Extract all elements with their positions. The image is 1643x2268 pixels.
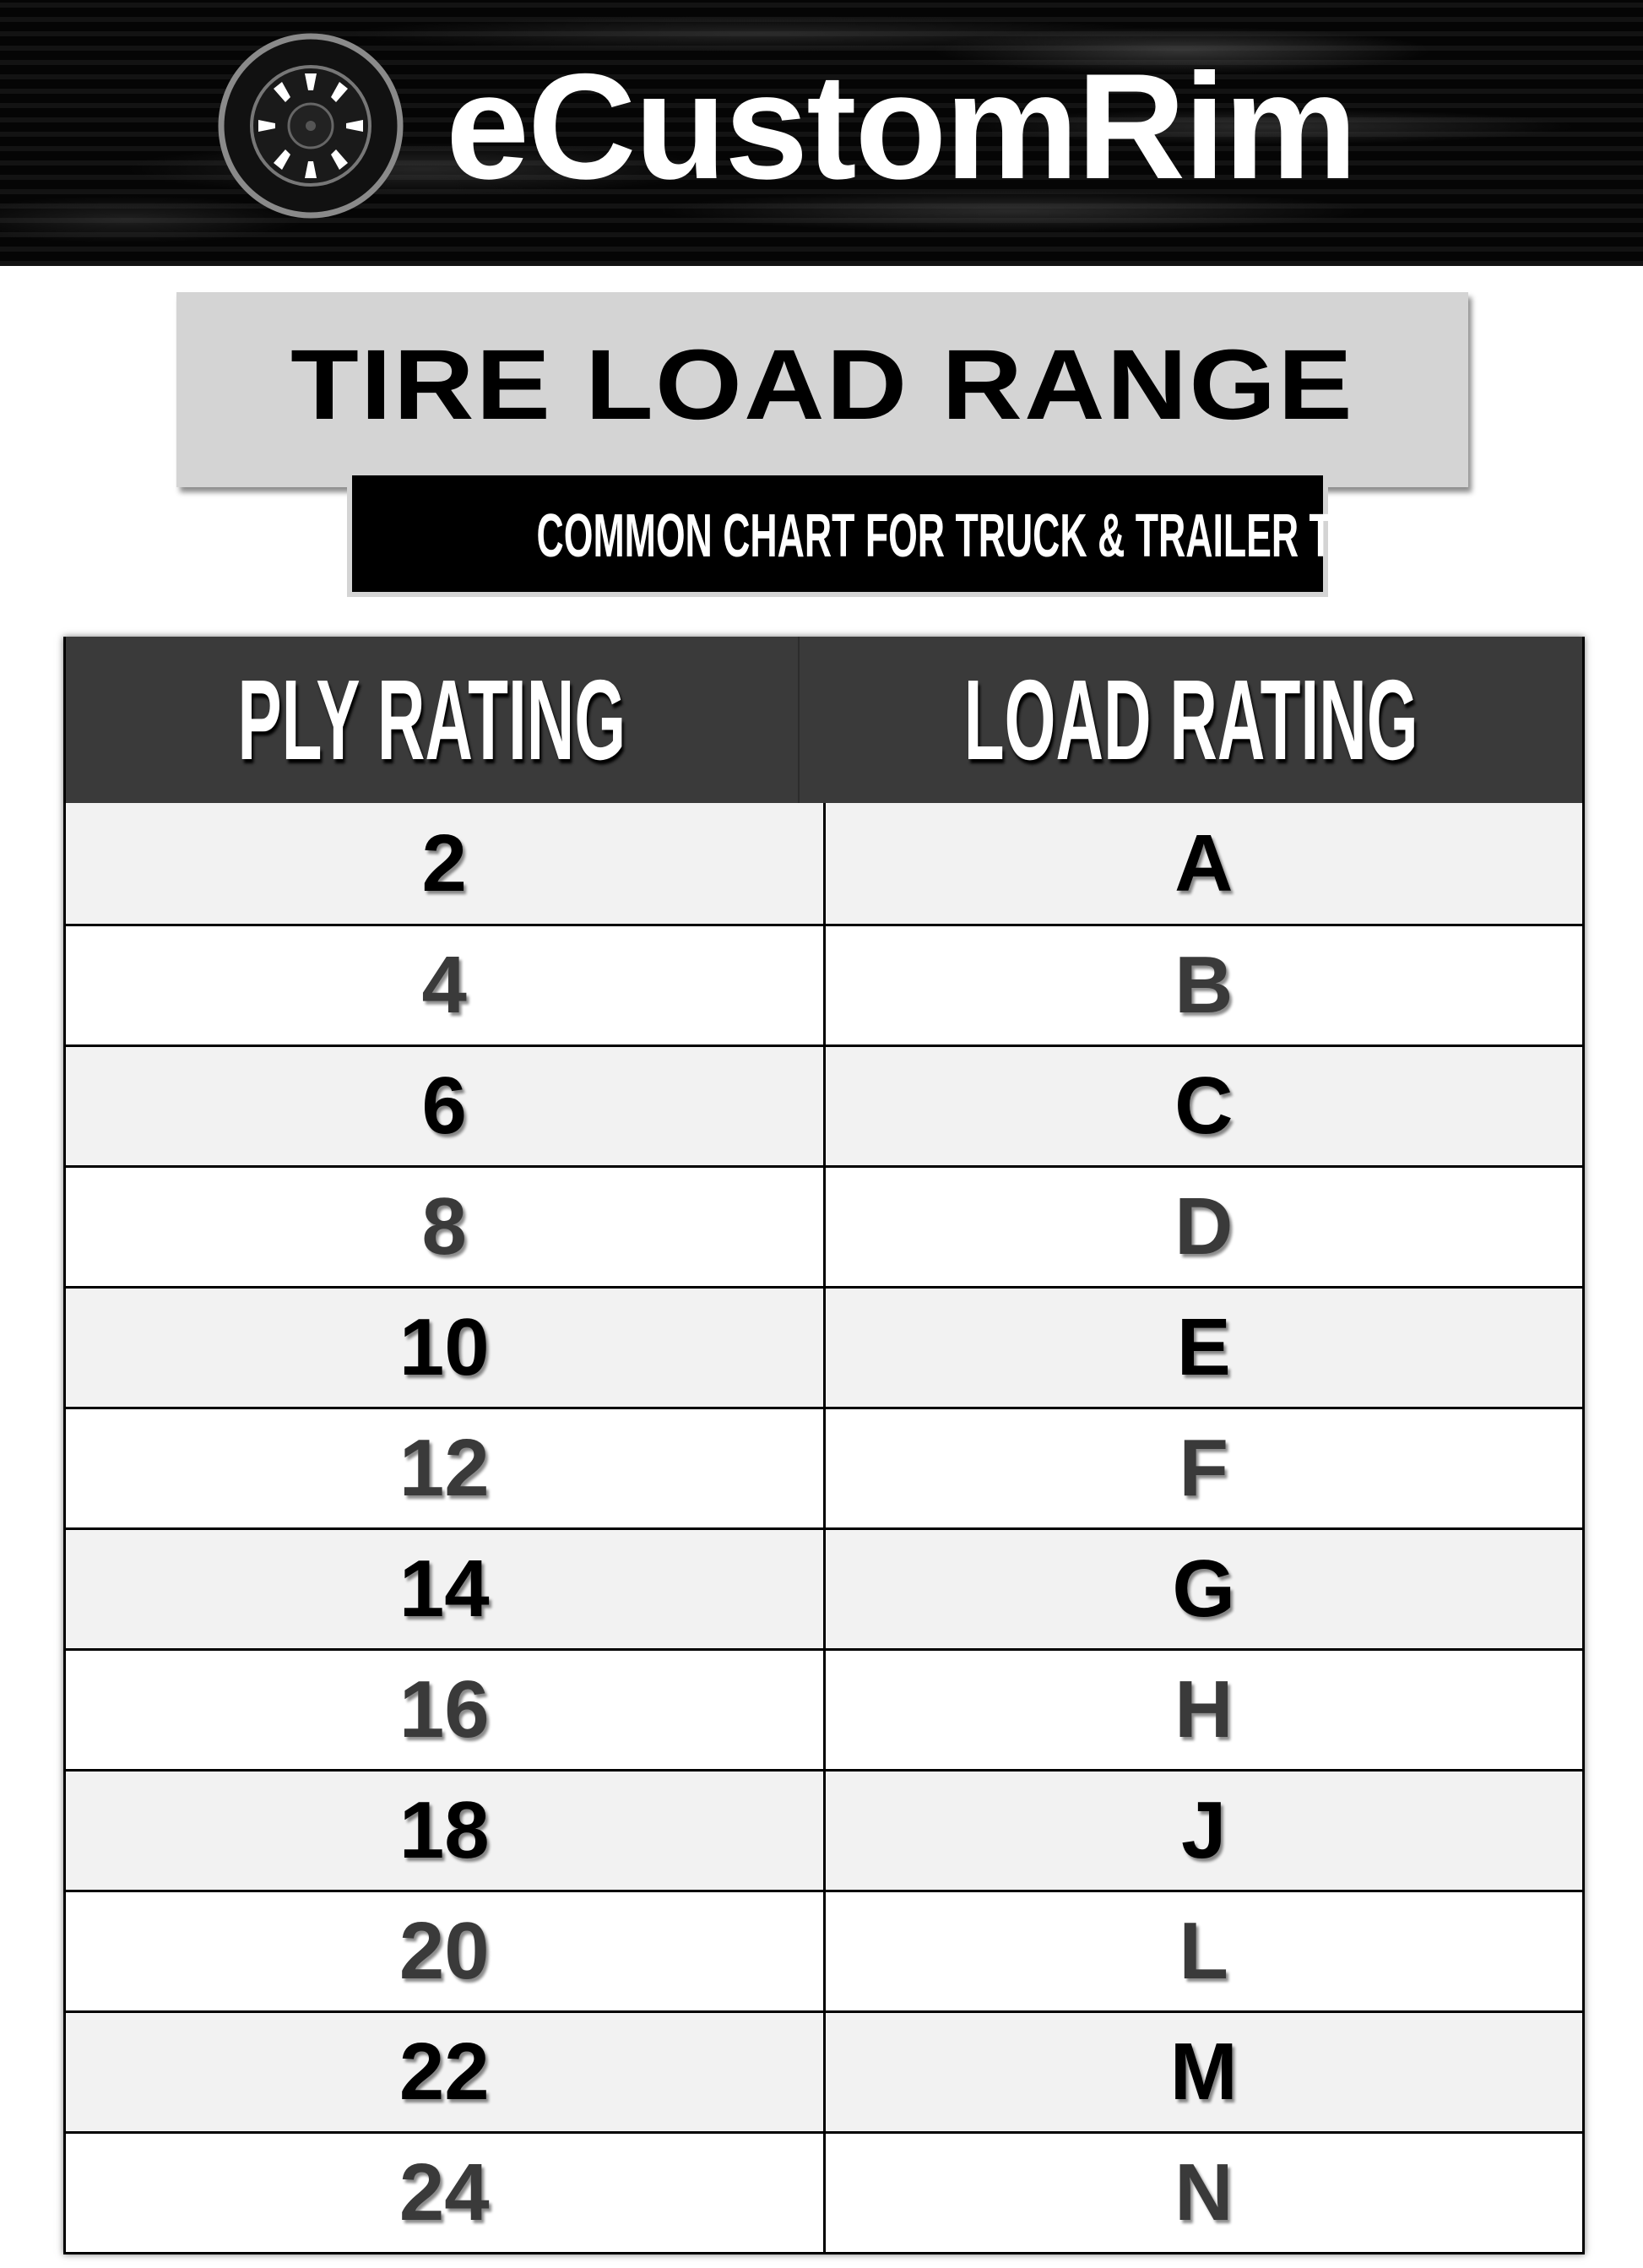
load-rating-cell: L <box>822 1892 1583 2010</box>
table-row: 12 F <box>66 1407 1582 1527</box>
ply-rating-cell: 18 <box>399 1785 490 1875</box>
table-header: PLY RATING LOAD RATING <box>66 637 1582 803</box>
ply-rating-cell: 2 <box>421 817 467 909</box>
table-row: 10 E <box>66 1286 1582 1407</box>
load-range-table: PLY RATING LOAD RATING 2 A 4 B 6 C 8 D 10 E 12 F 14 G… <box>63 637 1585 2254</box>
load-rating-cell: J <box>822 1772 1583 1890</box>
table-row: 20 L <box>66 1890 1582 2010</box>
brand-banner: eCustomRim <box>0 0 1643 266</box>
ply-rating-cell: 14 <box>399 1544 490 1634</box>
tire-wheel-icon <box>218 33 404 219</box>
load-rating-cell: B <box>822 926 1583 1044</box>
table-row: 24 N <box>66 2131 1582 2252</box>
column-header-ply-rating: PLY RATING <box>237 656 626 784</box>
load-rating-cell: N <box>822 2134 1583 2252</box>
load-rating-cell: A <box>822 803 1583 924</box>
ply-rating-cell: 8 <box>421 1181 467 1272</box>
load-rating-cell: D <box>822 1168 1583 1286</box>
table-row: 14 G <box>66 1527 1582 1648</box>
ply-rating-cell: 4 <box>421 940 467 1030</box>
column-header-load-rating: LOAD RATING <box>797 637 1582 803</box>
ply-rating-cell: 16 <box>399 1664 490 1755</box>
brand-name: eCustomRim <box>446 42 1358 210</box>
title-box: TIRE LOAD RANGE <box>176 292 1468 487</box>
ply-rating-cell: 24 <box>399 2147 490 2238</box>
table-row: 22 M <box>66 2010 1582 2131</box>
load-rating-cell: H <box>822 1651 1583 1769</box>
load-rating-cell: C <box>822 1047 1583 1165</box>
subtitle-box: COMMON CHART FOR TRUCK & TRAILER TIRES <box>347 470 1420 597</box>
ply-rating-cell: 22 <box>399 2027 490 2117</box>
page-subtitle: COMMON CHART FOR TRUCK & TRAILER TIRES <box>536 502 1420 570</box>
table-row: 18 J <box>66 1769 1582 1890</box>
ply-rating-cell: 12 <box>399 1423 490 1513</box>
table-row: 16 H <box>66 1648 1582 1769</box>
load-rating-cell: G <box>822 1530 1583 1648</box>
load-rating-cell: F <box>822 1409 1583 1527</box>
page-title: TIRE LOAD RANGE <box>290 329 1354 441</box>
load-rating-cell: M <box>822 2013 1583 2131</box>
ply-rating-cell: 10 <box>399 1302 490 1392</box>
load-rating-cell: E <box>822 1289 1583 1407</box>
ply-rating-cell: 6 <box>421 1061 467 1151</box>
ply-rating-cell: 20 <box>399 1906 490 1996</box>
